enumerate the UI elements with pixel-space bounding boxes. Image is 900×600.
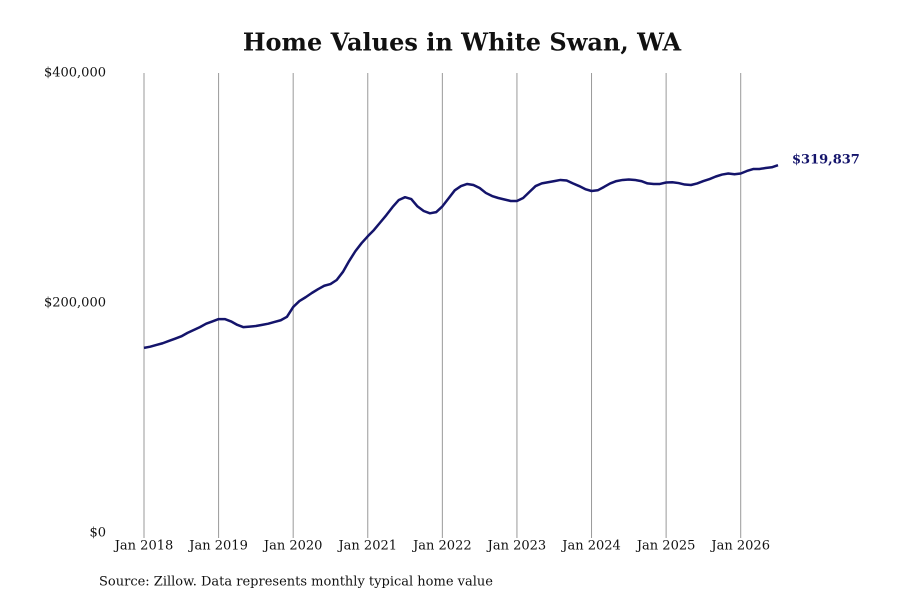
x-tick-label: Jan 2020 <box>262 539 323 554</box>
x-tick-label: Jan 2021 <box>336 539 397 554</box>
x-tick-label: Jan 2018 <box>113 539 174 554</box>
value-label: $319,837 <box>792 153 860 168</box>
x-tick-label: Jan 2025 <box>635 539 696 554</box>
y-tick-label: $0 <box>89 526 106 541</box>
x-tick-label: Jan 2022 <box>411 539 472 554</box>
x-tick-label: Jan 2024 <box>560 539 621 554</box>
line <box>143 164 779 350</box>
source-note: Source: Zillow. Data represents monthly … <box>99 575 493 590</box>
x-tick-label: Jan 2023 <box>486 539 547 554</box>
chart-title: Home Values in White Swan, WA <box>243 28 682 57</box>
x-tick-label: Jan 2019 <box>187 539 248 554</box>
x-tick-label: Jan 2026 <box>709 539 770 554</box>
y-tick-label: $200,000 <box>44 296 106 311</box>
y-tick-label: $400,000 <box>44 66 106 81</box>
